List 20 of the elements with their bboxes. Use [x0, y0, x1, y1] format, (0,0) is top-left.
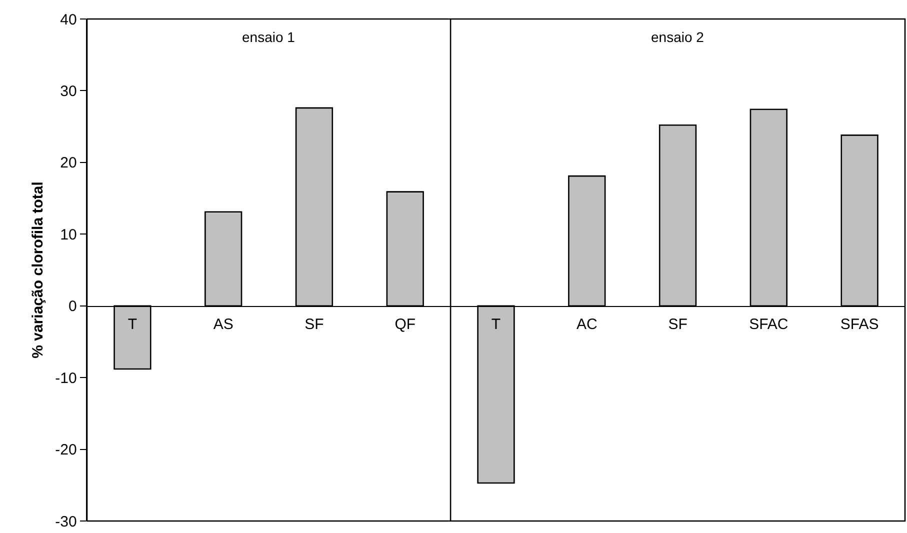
x-tick-label: SFAC [749, 316, 788, 334]
y-tick-label: 20 [60, 154, 77, 172]
y-tick-label: -20 [55, 442, 77, 459]
annotation: ensaio 2 [651, 29, 704, 45]
y-tick-label: 0 [68, 298, 77, 316]
annotation: ensaio 1 [242, 29, 296, 45]
y-tick-label: -10 [55, 370, 77, 387]
x-tick-label: AS [213, 316, 234, 334]
x-tick-label: SFAS [840, 316, 879, 334]
x-tick-label: QF [394, 316, 416, 334]
x-tick-label: T [491, 316, 501, 334]
y-tick-label: 10 [60, 226, 77, 244]
x-tick-label: SF [304, 316, 324, 334]
x-tick-label: SF [668, 316, 688, 334]
y-tick-label: 30 [60, 82, 77, 100]
y-tick-label: 40 [60, 11, 77, 28]
y-axis-title: % variação clorofila total [29, 182, 46, 358]
x-tick-label: AC [576, 316, 598, 334]
x-tick-label: T [128, 316, 138, 334]
y-tick-label: -30 [55, 513, 77, 530]
